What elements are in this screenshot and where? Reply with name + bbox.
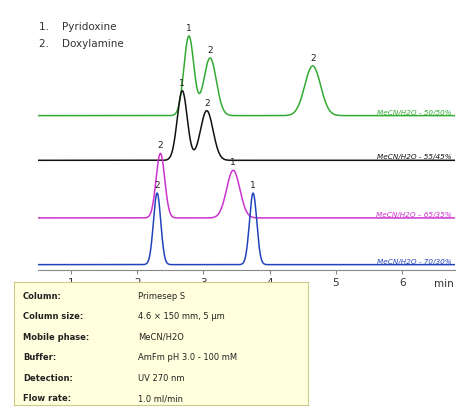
Text: 2: 2: [310, 54, 316, 63]
Text: Buffer:: Buffer:: [23, 353, 56, 361]
Text: MeCN/H2O: MeCN/H2O: [137, 332, 183, 341]
Text: 1: 1: [186, 24, 192, 33]
Text: 2: 2: [154, 181, 160, 190]
Text: 1.0 ml/min: 1.0 ml/min: [137, 393, 182, 402]
Text: AmFm pH 3.0 - 100 mM: AmFm pH 3.0 - 100 mM: [137, 353, 237, 361]
Text: Primesep S: Primesep S: [137, 291, 185, 300]
Text: Mobile phase:: Mobile phase:: [23, 332, 89, 341]
Text: 1: 1: [179, 79, 185, 88]
Text: min: min: [434, 278, 454, 288]
Text: MeCN/H2O - 50/50%: MeCN/H2O - 50/50%: [377, 109, 452, 115]
Text: Column:: Column:: [23, 291, 62, 300]
Text: 1.    Pyridoxine: 1. Pyridoxine: [39, 22, 117, 32]
Text: 2: 2: [207, 46, 213, 55]
Text: 1: 1: [230, 158, 236, 167]
Text: UV 270 nm: UV 270 nm: [137, 373, 184, 382]
Text: 2.    Doxylamine: 2. Doxylamine: [39, 39, 124, 49]
Text: Flow rate:: Flow rate:: [23, 393, 71, 402]
Text: 1: 1: [250, 181, 256, 190]
Text: 2: 2: [204, 99, 210, 108]
Text: MeCN/H2O - 70/30%: MeCN/H2O - 70/30%: [377, 258, 452, 264]
Text: Detection:: Detection:: [23, 373, 73, 382]
Text: MeCN/H2O – 65/35%: MeCN/H2O – 65/35%: [376, 211, 452, 218]
Text: 4.6 × 150 mm, 5 μm: 4.6 × 150 mm, 5 μm: [137, 312, 224, 320]
Text: Column size:: Column size:: [23, 312, 83, 320]
Text: MeCN/H2O - 55/45%: MeCN/H2O - 55/45%: [377, 154, 452, 160]
Text: 2: 2: [157, 141, 163, 150]
